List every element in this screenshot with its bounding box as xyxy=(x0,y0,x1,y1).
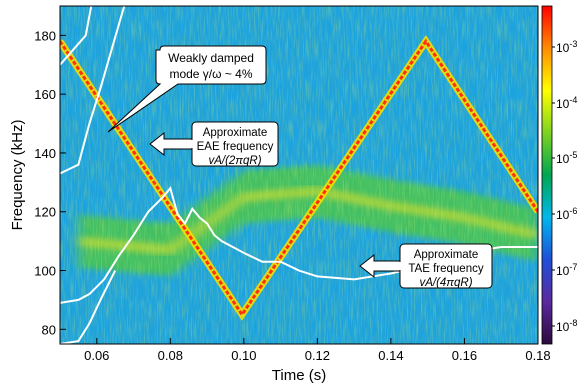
eae-frequency-curve-lower xyxy=(60,6,126,175)
arrow-joint xyxy=(399,262,402,270)
arrow-text: TAE frequency xyxy=(408,263,483,275)
x-axis-label: Time (s) xyxy=(272,367,326,384)
colorbar-tick-label: 10-5 xyxy=(556,150,577,166)
colorbar-tick-label: 10-8 xyxy=(556,318,577,334)
arrow-text: EAE frequency xyxy=(197,141,274,153)
x-tick-label: 0.14 xyxy=(378,348,403,363)
y-tick-label: 180 xyxy=(34,28,56,43)
x-tick-label: 0.06 xyxy=(84,348,109,363)
x-tick-label: 0.18 xyxy=(525,348,550,363)
plot-frame xyxy=(59,5,539,345)
callout-text: mode γ/ω ~ 4% xyxy=(169,67,252,81)
colorbar-tick-label: 10-3 xyxy=(556,39,577,55)
annotations: Weakly damped mode γ/ω ~ 4% Approximate EAE… xyxy=(107,45,493,289)
spectrogram-plot-area xyxy=(60,6,538,344)
y-tick-label: 160 xyxy=(34,87,56,102)
arrow-shape xyxy=(359,253,401,279)
y-tick-label: 80 xyxy=(42,322,56,337)
annotation-tae-frequency: Approximate TAE frequency vA/(4πqR) xyxy=(359,243,493,289)
y-tick-label: 140 xyxy=(34,146,56,161)
arrow-text: vA/(4πqR) xyxy=(419,277,472,289)
eae-frequency-curve xyxy=(60,6,93,66)
colorbar-tick-label: 10-4 xyxy=(556,95,577,111)
callout-text: Weakly damped xyxy=(168,51,254,65)
callout-bubble xyxy=(107,45,267,133)
broadband-activity-band xyxy=(60,6,538,344)
arrow-text: Approximate xyxy=(414,249,479,261)
arrow-joint xyxy=(191,140,194,148)
broadband-band-texture xyxy=(60,6,538,344)
tae-frequency-curve-low xyxy=(60,270,117,344)
colorbar-tick-label: 10-6 xyxy=(556,206,577,222)
y-axis-ticks: 80 100 120 140 160 180 xyxy=(34,28,66,337)
colorbar-gradient xyxy=(541,5,553,345)
y-tick-label: 100 xyxy=(34,264,56,279)
arrow-text: Approximate xyxy=(203,127,268,139)
arrow-text: vA/(2πqR) xyxy=(208,155,261,167)
annotation-weakly-damped: Weakly damped mode γ/ω ~ 4% xyxy=(107,45,267,133)
colorbar: 10-3 10-4 10-5 10-6 10-7 10-8 xyxy=(541,5,577,345)
arrow-shape xyxy=(149,131,193,157)
colorbar-tick-label: 10-7 xyxy=(556,262,577,278)
y-tick-label: 120 xyxy=(34,205,56,220)
x-tick-label: 0.12 xyxy=(305,348,330,363)
x-axis-ticks: 0.06 0.08 0.10 0.12 0.14 0.16 0.18 xyxy=(84,338,551,363)
x-tick-label: 0.16 xyxy=(452,348,477,363)
x-tick-label: 0.08 xyxy=(158,348,183,363)
x-tick-label: 0.10 xyxy=(231,348,256,363)
weakly-damped-mode-line xyxy=(60,34,538,321)
mode-line-core xyxy=(60,38,538,318)
y-axis-label: Frequency (kHz) xyxy=(9,120,26,231)
annotation-eae-frequency: Approximate EAE frequency vA/(2πqR) xyxy=(149,121,279,167)
